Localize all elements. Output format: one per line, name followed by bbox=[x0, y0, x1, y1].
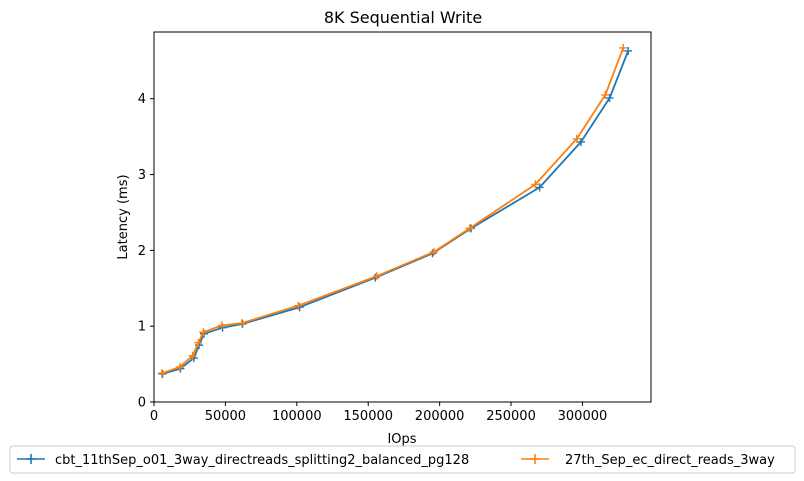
y-tick-label: 4 bbox=[138, 92, 146, 107]
x-tick-label: 50000 bbox=[205, 409, 246, 424]
y-tick-label: 1 bbox=[138, 320, 146, 335]
legend-entry-0: cbt_11thSep_o01_3way_directreads_splitti… bbox=[17, 453, 469, 468]
x-tick-label: 250000 bbox=[486, 409, 536, 424]
x-tick-label: 200000 bbox=[415, 409, 465, 424]
y-tick-label: 3 bbox=[138, 168, 146, 183]
x-tick-label: 100000 bbox=[272, 409, 322, 424]
y-tick-label: 0 bbox=[138, 396, 146, 411]
y-tick-label: 2 bbox=[138, 244, 146, 259]
legend: cbt_11thSep_o01_3way_directreads_splitti… bbox=[10, 446, 795, 473]
legend-label-1: 27th_Sep_ec_direct_reads_3way bbox=[565, 453, 775, 468]
legend-label-0: cbt_11thSep_o01_3way_directreads_splitti… bbox=[55, 453, 469, 468]
x-tick-label: 150000 bbox=[343, 409, 393, 424]
y-axis-label: Latency (ms) bbox=[116, 174, 131, 259]
chart-title: 8K Sequential Write bbox=[324, 8, 482, 27]
x-tick-label: 0 bbox=[150, 409, 158, 424]
x-axis-label: IOps bbox=[387, 432, 416, 447]
x-tick-label: 300000 bbox=[558, 409, 608, 424]
